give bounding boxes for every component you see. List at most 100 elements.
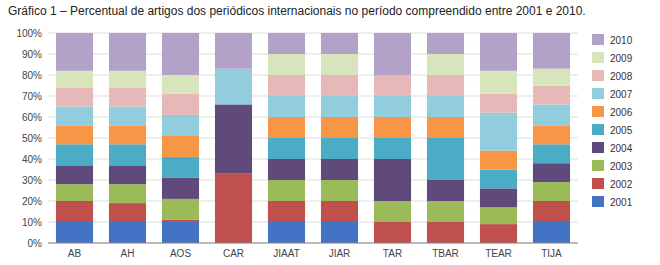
- bar-segment: [162, 220, 199, 222]
- bar-segment: [162, 157, 199, 178]
- bar-segment: [533, 163, 570, 182]
- bar-segment: [56, 88, 93, 107]
- legend-swatch: [592, 88, 604, 99]
- bar-segment: [56, 201, 93, 222]
- legend-swatch: [592, 70, 604, 81]
- bar-segment: [268, 33, 305, 54]
- bar-segment: [427, 222, 464, 243]
- bar-segment: [268, 201, 305, 222]
- y-tick-label: 20%: [22, 196, 42, 207]
- bar-segment: [427, 75, 464, 96]
- bar-segment: [215, 33, 252, 69]
- bar-segment: [268, 54, 305, 75]
- y-tick-label: 100%: [16, 28, 42, 39]
- bar-segment: [374, 96, 411, 117]
- x-tick-label: JIAAT: [273, 248, 299, 259]
- bar-segment: [374, 33, 411, 75]
- bar-segment: [56, 144, 93, 165]
- bar-segment: [427, 54, 464, 75]
- bar-segment: [427, 96, 464, 117]
- bar-segment: [162, 178, 199, 199]
- legend-label: 2007: [610, 89, 633, 100]
- bar-segment: [321, 180, 358, 201]
- bar-segment: [533, 222, 570, 243]
- bar-segment: [533, 69, 570, 86]
- x-tick-label: TBAR: [432, 248, 459, 259]
- bar-segment: [109, 107, 146, 126]
- bar-segment: [374, 222, 411, 243]
- legend-label: 2009: [610, 53, 633, 64]
- legend-swatch: [592, 52, 604, 63]
- bar-segment: [480, 151, 517, 170]
- bar-segment: [533, 125, 570, 144]
- bar-segment: [109, 33, 146, 71]
- y-tick-label: 40%: [22, 154, 42, 165]
- legend: 2010200920082007200620052004200320022001: [592, 34, 633, 208]
- x-tick-label: AB: [68, 248, 82, 259]
- bar-segment: [162, 222, 199, 243]
- bar-segment: [480, 94, 517, 113]
- title: Gráfico 1 – Percentual de artigos dos pe…: [8, 4, 586, 18]
- y-tick-label: 30%: [22, 175, 42, 186]
- x-tick-label: TEAR: [485, 248, 512, 259]
- y-tick-label: 70%: [22, 91, 42, 102]
- legend-swatch: [592, 160, 604, 171]
- bar-segment: [533, 86, 570, 105]
- bar-segment: [109, 203, 146, 222]
- y-tick-label: 50%: [22, 133, 42, 144]
- x-axis-line: [48, 243, 578, 244]
- grid: [48, 33, 578, 243]
- bar-segment: [480, 113, 517, 151]
- bar-segment: [162, 94, 199, 115]
- bar-segment: [268, 180, 305, 201]
- grid-line: [48, 243, 578, 244]
- bar-segment: [427, 138, 464, 180]
- bar-segment: [162, 75, 199, 94]
- bar-segment: [268, 222, 305, 243]
- legend-swatch: [592, 196, 604, 207]
- legend-swatch: [592, 124, 604, 135]
- bar-segment: [321, 222, 358, 243]
- bar-segment: [109, 144, 146, 165]
- bar-segment: [321, 201, 358, 222]
- bar-segment: [427, 117, 464, 138]
- bar-segment: [109, 184, 146, 203]
- bar-segment: [56, 222, 93, 243]
- legend-swatch: [592, 34, 604, 45]
- bar-segment: [427, 201, 464, 222]
- bar-segment: [374, 138, 411, 159]
- y-tick-label: 90%: [22, 49, 42, 60]
- bar-segment: [109, 165, 146, 184]
- bar-segment: [480, 170, 517, 189]
- bar-segment: [268, 117, 305, 138]
- bar-segment: [480, 71, 517, 94]
- legend-label: 2008: [610, 71, 633, 82]
- bar-segment: [162, 199, 199, 220]
- legend-swatch: [592, 142, 604, 153]
- legend-label: 2010: [610, 35, 633, 46]
- bar-segment: [480, 33, 517, 71]
- bar-segment: [374, 75, 411, 96]
- bar-segment: [374, 159, 411, 201]
- bar-segment: [162, 33, 199, 75]
- x-tick-label: CAR: [223, 248, 244, 259]
- bar-segment: [215, 69, 252, 105]
- bar-segment: [215, 174, 252, 243]
- bar-segment: [374, 201, 411, 222]
- bar-segment: [480, 224, 517, 243]
- y-tick-label: 80%: [22, 70, 42, 81]
- x-tick-label: AOS: [170, 248, 191, 259]
- legend-label: 2006: [610, 107, 633, 118]
- bar-segment: [268, 75, 305, 96]
- legend-label: 2001: [610, 197, 633, 208]
- bar-segment: [533, 104, 570, 125]
- bar-segment: [427, 180, 464, 201]
- bar-segment: [56, 165, 93, 184]
- bar-segment: [533, 182, 570, 201]
- bar-segment: [321, 96, 358, 117]
- bar-segment: [427, 33, 464, 54]
- y-tick-label: 60%: [22, 112, 42, 123]
- bar-segment: [321, 54, 358, 75]
- bar-segment: [533, 33, 570, 69]
- legend-label: 2002: [610, 179, 633, 190]
